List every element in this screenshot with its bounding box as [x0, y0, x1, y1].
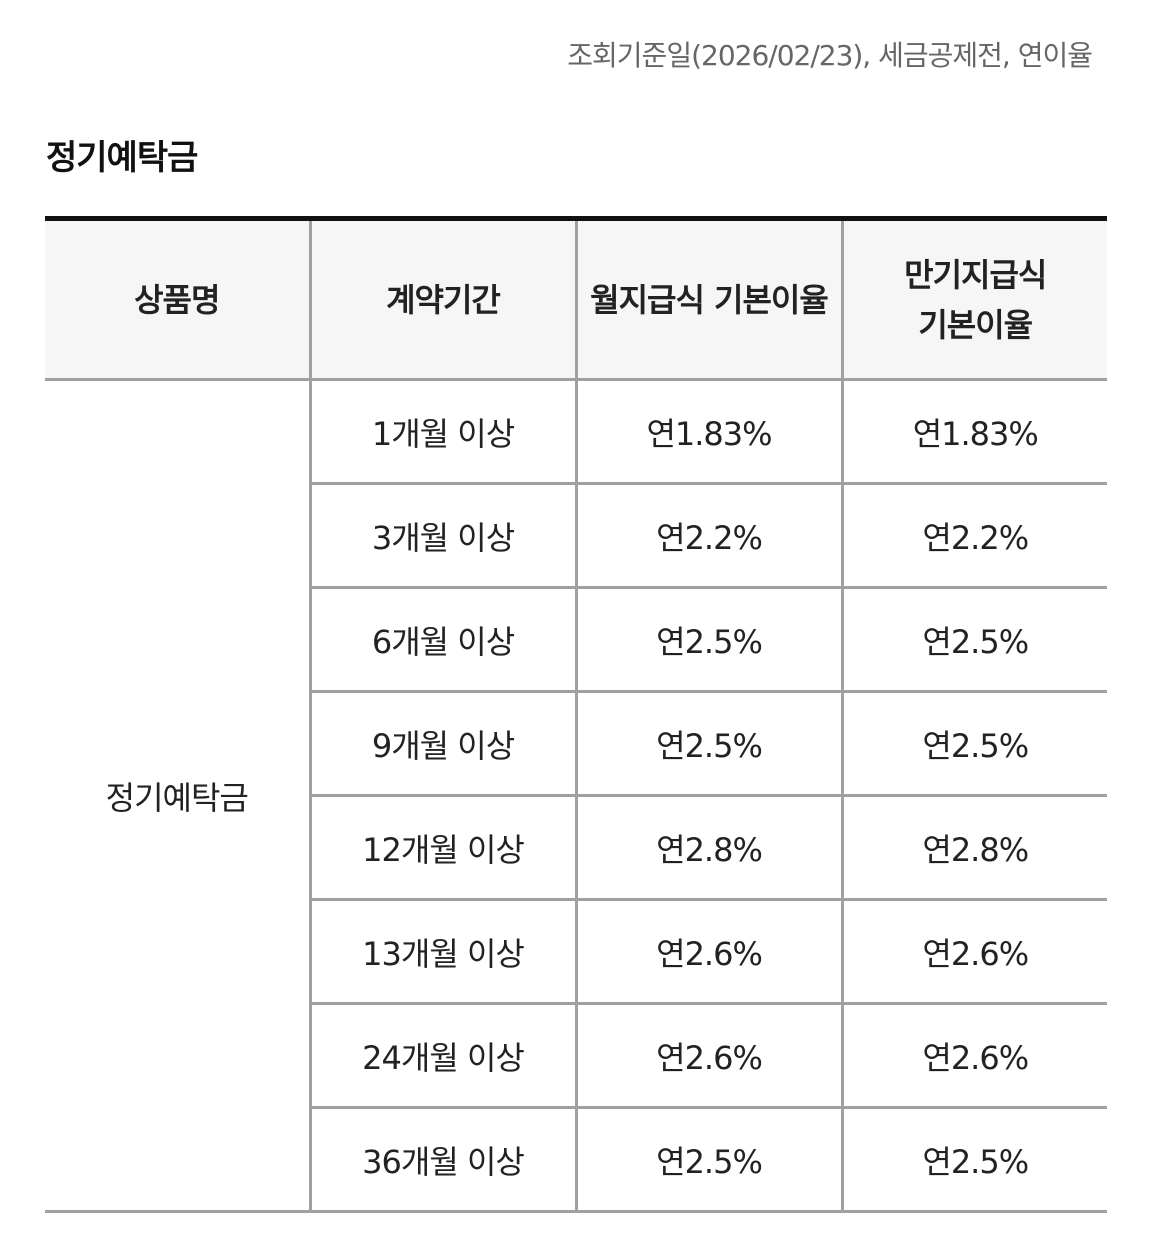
period-cell: 12개월 이상 [310, 795, 578, 901]
table-row: 3개월 이상 연2.2% 연2.2% [45, 483, 1107, 589]
period-cell: 1개월 이상 [310, 379, 578, 485]
header-monthly-rate: 월지급식 기본이율 [576, 218, 844, 381]
monthly-rate-cell: 연2.8% [576, 795, 844, 901]
table-row: 12개월 이상 연2.8% 연2.8% [45, 795, 1107, 901]
monthly-rate-cell: 연2.5% [576, 587, 844, 693]
product-name-cell: 정기예탁금 [45, 379, 312, 1213]
table-row: 9개월 이상 연2.5% 연2.5% [45, 691, 1107, 797]
maturity-rate-cell: 연2.6% [842, 1003, 1107, 1109]
table-header-row: 상품명 계약기간 월지급식 기본이율 만기지급식 기본이율 [45, 218, 1107, 381]
period-cell: 9개월 이상 [310, 691, 578, 797]
interest-rate-table: 상품명 계약기간 월지급식 기본이율 만기지급식 기본이율 정기예탁금 1개월 … [45, 216, 1107, 1213]
monthly-rate-cell: 연2.2% [576, 483, 844, 589]
table-row: 13개월 이상 연2.6% 연2.6% [45, 899, 1107, 1005]
maturity-rate-cell: 연1.83% [842, 379, 1107, 485]
maturity-rate-cell: 연2.5% [842, 587, 1107, 693]
period-cell: 24개월 이상 [310, 1003, 578, 1109]
table-row: 6개월 이상 연2.5% 연2.5% [45, 587, 1107, 693]
section-title: 정기예탁금 [46, 138, 198, 178]
header-product-name: 상품명 [45, 218, 312, 381]
monthly-rate-cell: 연2.5% [576, 691, 844, 797]
maturity-rate-cell: 연2.6% [842, 899, 1107, 1005]
period-cell: 13개월 이상 [310, 899, 578, 1005]
period-cell: 6개월 이상 [310, 587, 578, 693]
period-cell: 3개월 이상 [310, 483, 578, 589]
monthly-rate-cell: 연2.6% [576, 1003, 844, 1109]
maturity-rate-cell: 연2.5% [842, 691, 1107, 797]
table-row: 36개월 이상 연2.5% 연2.5% [45, 1107, 1107, 1213]
header-contract-period: 계약기간 [310, 218, 578, 381]
maturity-rate-cell: 연2.5% [842, 1107, 1107, 1213]
monthly-rate-cell: 연2.6% [576, 899, 844, 1005]
monthly-rate-cell: 연2.5% [576, 1107, 844, 1213]
rate-notice: 조회기준일(2026/02/23), 세금공제전, 연이율 [567, 39, 1093, 72]
period-cell: 36개월 이상 [310, 1107, 578, 1213]
table-row: 24개월 이상 연2.6% 연2.6% [45, 1003, 1107, 1109]
maturity-rate-cell: 연2.2% [842, 483, 1107, 589]
maturity-rate-cell: 연2.8% [842, 795, 1107, 901]
monthly-rate-cell: 연1.83% [576, 379, 844, 485]
header-maturity-rate: 만기지급식 기본이율 [842, 218, 1107, 381]
table-row: 정기예탁금 1개월 이상 연1.83% 연1.83% [45, 379, 1107, 1213]
